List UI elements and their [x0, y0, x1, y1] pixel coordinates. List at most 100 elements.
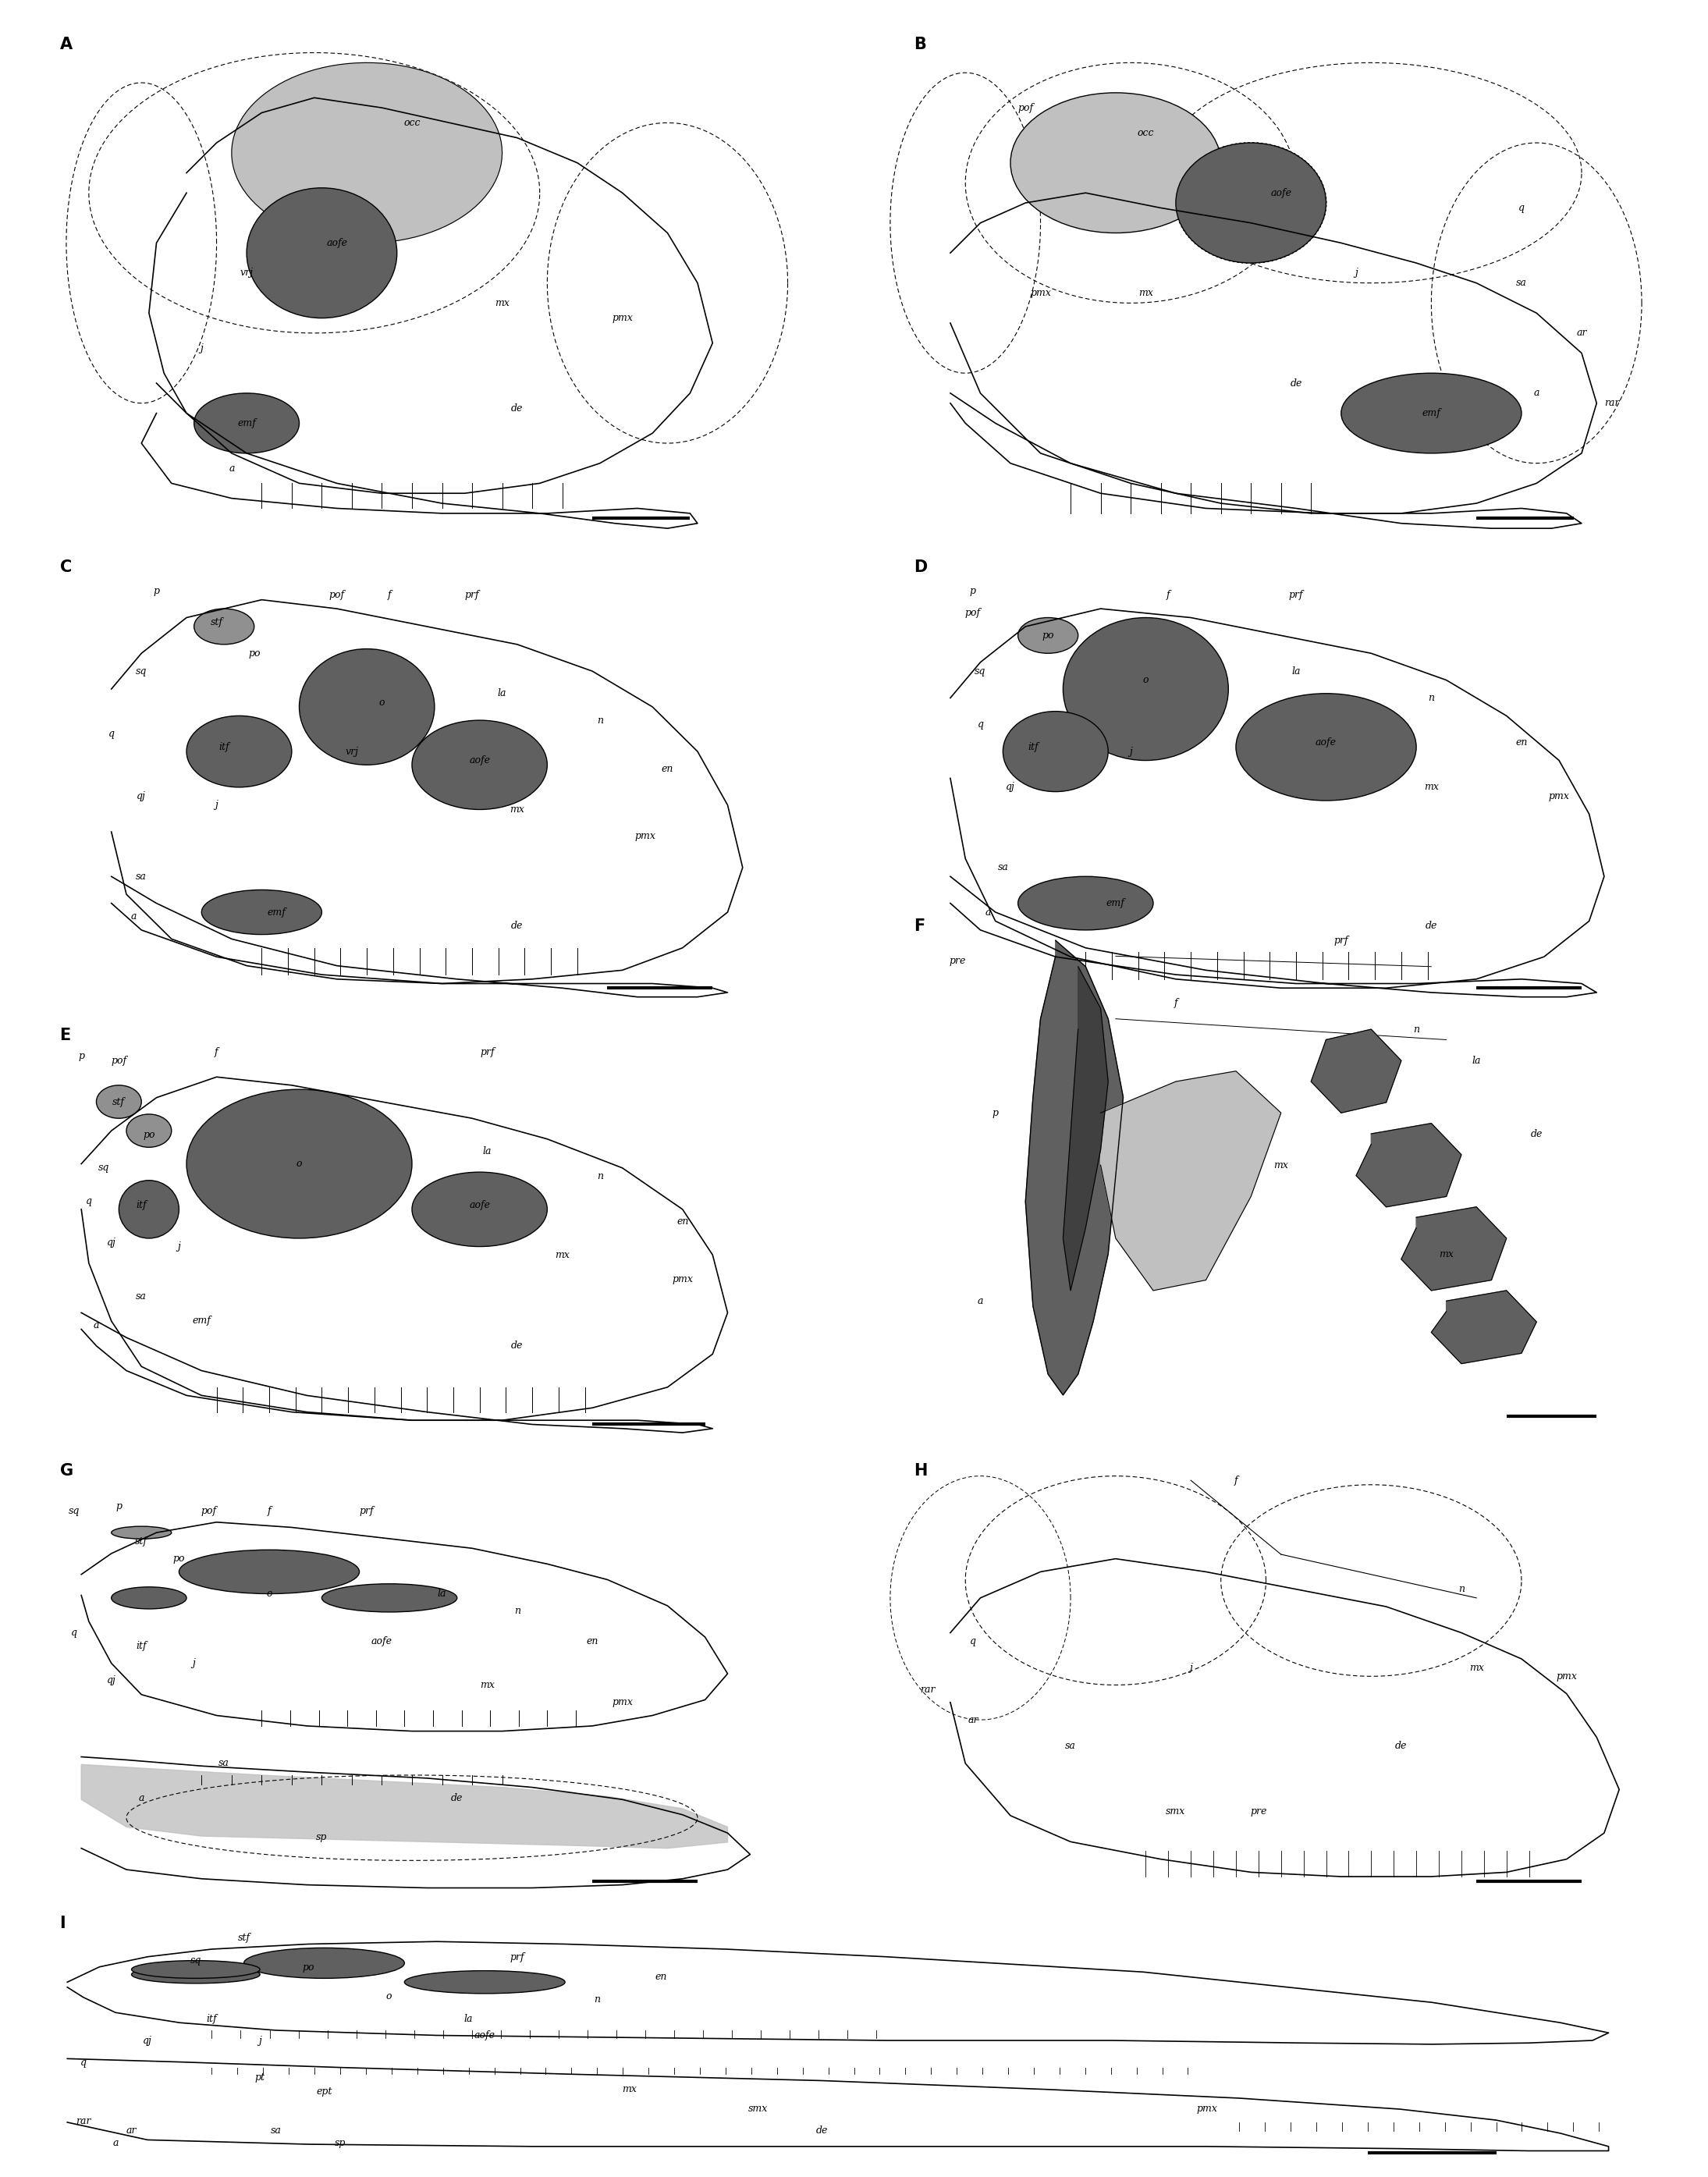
Text: sq: sq: [190, 1955, 202, 1966]
Text: f: f: [268, 1506, 272, 1515]
Polygon shape: [1356, 1123, 1462, 1206]
Text: pof: pof: [330, 590, 345, 601]
Text: aofe: aofe: [371, 1637, 393, 1646]
Text: j: j: [193, 1659, 195, 1668]
Ellipse shape: [111, 1526, 171, 1539]
Text: I: I: [60, 1916, 65, 1931]
Polygon shape: [1025, 940, 1124, 1395]
Text: la: la: [497, 688, 507, 699]
Text: de: de: [1530, 1128, 1542, 1139]
Text: pmx: pmx: [1556, 1672, 1576, 1681]
Text: pof: pof: [1018, 102, 1033, 113]
Ellipse shape: [1341, 372, 1522, 453]
Text: mx: mx: [509, 805, 524, 814]
Text: po: po: [143, 1130, 155, 1141]
Text: la: la: [1472, 1056, 1481, 1067]
Ellipse shape: [1237, 694, 1416, 801]
Text: f: f: [215, 1047, 219, 1058]
Text: j: j: [200, 344, 203, 353]
Text: pmx: pmx: [671, 1274, 693, 1284]
Text: sa: sa: [219, 1759, 229, 1768]
Text: sa: sa: [1066, 1742, 1076, 1750]
Text: de: de: [511, 921, 523, 930]
Text: n: n: [514, 1607, 521, 1615]
Text: n: n: [1413, 1023, 1419, 1034]
Text: de: de: [816, 2125, 828, 2136]
Text: pmx: pmx: [611, 1698, 634, 1707]
Text: pmx: pmx: [611, 313, 634, 322]
Text: q: q: [80, 2057, 87, 2068]
Text: de: de: [511, 403, 523, 414]
Text: o: o: [379, 697, 384, 708]
Text: stf: stf: [237, 1933, 249, 1944]
Text: sa: sa: [1517, 279, 1527, 287]
Ellipse shape: [321, 1585, 458, 1611]
Ellipse shape: [1018, 877, 1153, 930]
Text: j: j: [258, 2035, 261, 2046]
Text: qj: qj: [1006, 782, 1015, 792]
Text: en: en: [586, 1637, 598, 1646]
Text: f: f: [1173, 997, 1177, 1008]
Text: sq: sq: [975, 666, 986, 677]
Text: q: q: [70, 1628, 77, 1637]
Text: emf: emf: [193, 1315, 210, 1326]
Polygon shape: [1062, 967, 1108, 1291]
Text: itf: itf: [1028, 742, 1038, 751]
Text: rar: rar: [75, 2116, 91, 2127]
Text: prf: prf: [1334, 936, 1348, 945]
Ellipse shape: [96, 1086, 142, 1119]
Ellipse shape: [1175, 144, 1325, 263]
Ellipse shape: [179, 1550, 359, 1594]
Text: o: o: [295, 1158, 302, 1169]
Text: j: j: [1129, 747, 1132, 758]
Text: de: de: [451, 1794, 463, 1803]
Ellipse shape: [111, 1587, 186, 1609]
Text: E: E: [60, 1028, 72, 1043]
Text: po: po: [1042, 631, 1054, 640]
Text: mx: mx: [555, 1250, 570, 1260]
Text: de: de: [1424, 921, 1438, 930]
Polygon shape: [67, 2059, 1609, 2151]
Text: pt: pt: [254, 2073, 265, 2081]
Ellipse shape: [126, 1115, 171, 1147]
Text: sp: sp: [335, 2138, 345, 2149]
Text: j: j: [215, 799, 219, 810]
Text: mx: mx: [480, 1681, 495, 1689]
Ellipse shape: [412, 1171, 547, 1247]
Text: pmx: pmx: [1549, 790, 1570, 801]
Ellipse shape: [299, 649, 434, 764]
Text: la: la: [465, 2014, 473, 2025]
Polygon shape: [82, 1763, 728, 1848]
Text: mx: mx: [622, 2083, 637, 2094]
Text: f: f: [1235, 1476, 1238, 1485]
Text: p: p: [154, 586, 159, 596]
Text: o: o: [1143, 675, 1149, 686]
Text: H: H: [914, 1463, 927, 1478]
Text: sq: sq: [68, 1506, 79, 1515]
Text: a: a: [94, 1319, 99, 1330]
Text: rar: rar: [921, 1685, 936, 1694]
Text: n: n: [594, 1994, 600, 2005]
Polygon shape: [232, 63, 502, 244]
Text: p: p: [79, 1051, 84, 1062]
Text: mx: mx: [1469, 1663, 1484, 1672]
Text: o: o: [386, 1992, 391, 2003]
Polygon shape: [1401, 1206, 1506, 1291]
Text: q: q: [1518, 202, 1525, 213]
Text: occ: occ: [1138, 128, 1155, 137]
Text: ar: ar: [126, 2125, 137, 2136]
Text: mx: mx: [1138, 287, 1153, 298]
Text: itf: itf: [137, 1200, 147, 1210]
Text: q: q: [85, 1195, 92, 1206]
Text: A: A: [60, 37, 72, 52]
Text: de: de: [1290, 379, 1301, 388]
Text: en: en: [1515, 738, 1527, 747]
Text: sp: sp: [316, 1833, 328, 1842]
Ellipse shape: [405, 1970, 565, 1994]
Polygon shape: [1431, 1291, 1537, 1363]
Ellipse shape: [1011, 94, 1221, 233]
Text: vrj: vrj: [241, 268, 253, 279]
Ellipse shape: [1003, 712, 1108, 792]
Text: la: la: [437, 1589, 446, 1598]
Text: occ: occ: [403, 118, 420, 128]
